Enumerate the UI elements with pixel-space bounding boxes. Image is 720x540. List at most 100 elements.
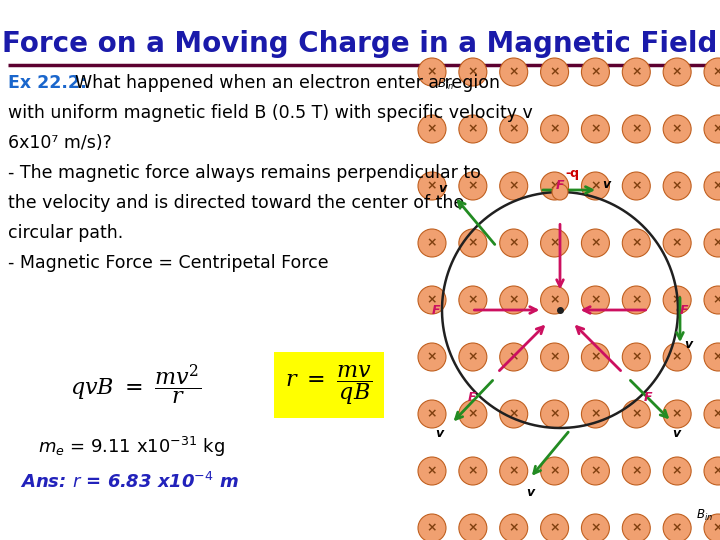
Circle shape: [582, 514, 609, 540]
Circle shape: [663, 115, 691, 143]
Circle shape: [541, 514, 569, 540]
Text: $m_e$ = 9.11 x10$^{-31}$ kg: $m_e$ = 9.11 x10$^{-31}$ kg: [38, 435, 225, 459]
Circle shape: [418, 457, 446, 485]
Text: ×: ×: [590, 350, 600, 363]
Text: the velocity and is directed toward the center of the: the velocity and is directed toward the …: [8, 194, 464, 212]
Text: v: v: [672, 427, 680, 440]
Text: ×: ×: [631, 65, 642, 78]
Text: ×: ×: [631, 294, 642, 307]
Text: ×: ×: [427, 408, 437, 421]
Text: ×: ×: [549, 350, 560, 363]
Circle shape: [582, 343, 609, 371]
Circle shape: [459, 229, 487, 257]
Text: ×: ×: [631, 522, 642, 535]
Text: ×: ×: [467, 123, 478, 136]
Text: ×: ×: [590, 294, 600, 307]
Circle shape: [541, 343, 569, 371]
Circle shape: [622, 172, 650, 200]
Text: ×: ×: [467, 179, 478, 192]
Circle shape: [500, 172, 528, 200]
Text: ×: ×: [508, 408, 519, 421]
Circle shape: [663, 58, 691, 86]
Circle shape: [459, 58, 487, 86]
Circle shape: [704, 514, 720, 540]
Text: ×: ×: [427, 350, 437, 363]
Text: ×: ×: [590, 123, 600, 136]
Circle shape: [500, 229, 528, 257]
Text: F: F: [431, 303, 440, 316]
Text: Ans: $r$ = 6.83 x10$^{-4}$ m: Ans: $r$ = 6.83 x10$^{-4}$ m: [20, 472, 239, 492]
Circle shape: [418, 514, 446, 540]
Text: ×: ×: [427, 179, 437, 192]
Text: ×: ×: [672, 350, 683, 363]
Text: ×: ×: [631, 350, 642, 363]
Text: F: F: [644, 392, 652, 404]
Text: ×: ×: [713, 65, 720, 78]
Circle shape: [459, 172, 487, 200]
Circle shape: [500, 400, 528, 428]
Text: ×: ×: [590, 65, 600, 78]
Text: ×: ×: [713, 408, 720, 421]
Circle shape: [459, 514, 487, 540]
Text: ×: ×: [590, 522, 600, 535]
Text: ×: ×: [467, 237, 478, 249]
Circle shape: [663, 457, 691, 485]
Text: v: v: [438, 182, 446, 195]
Text: - The magnetic force always remains perpendicular to: - The magnetic force always remains perp…: [8, 164, 481, 182]
Circle shape: [582, 58, 609, 86]
Circle shape: [418, 286, 446, 314]
Text: ×: ×: [631, 464, 642, 477]
Circle shape: [622, 286, 650, 314]
Text: ×: ×: [672, 294, 683, 307]
Circle shape: [582, 400, 609, 428]
Text: -q: -q: [565, 167, 579, 180]
Circle shape: [552, 184, 568, 200]
Text: ×: ×: [549, 464, 560, 477]
Circle shape: [541, 58, 569, 86]
Circle shape: [418, 115, 446, 143]
Circle shape: [622, 115, 650, 143]
Circle shape: [622, 457, 650, 485]
Circle shape: [704, 457, 720, 485]
Text: ×: ×: [508, 237, 519, 249]
Text: ×: ×: [713, 179, 720, 192]
Circle shape: [541, 115, 569, 143]
Circle shape: [500, 457, 528, 485]
Text: ×: ×: [713, 123, 720, 136]
Text: ×: ×: [549, 237, 560, 249]
Text: ×: ×: [713, 294, 720, 307]
Text: ×: ×: [508, 65, 519, 78]
Text: ×: ×: [427, 464, 437, 477]
Text: ×: ×: [590, 408, 600, 421]
Text: ×: ×: [713, 464, 720, 477]
Text: Ex 22.2:: Ex 22.2:: [8, 74, 87, 92]
Circle shape: [663, 172, 691, 200]
Circle shape: [663, 514, 691, 540]
Circle shape: [500, 514, 528, 540]
Text: ×: ×: [631, 408, 642, 421]
Text: ×: ×: [672, 123, 683, 136]
Circle shape: [418, 229, 446, 257]
Text: v: v: [526, 487, 534, 500]
Text: with uniform magnetic field B (0.5 T) with specific velocity v: with uniform magnetic field B (0.5 T) wi…: [8, 104, 533, 122]
Circle shape: [500, 343, 528, 371]
Circle shape: [704, 58, 720, 86]
Text: ×: ×: [590, 464, 600, 477]
Circle shape: [704, 400, 720, 428]
Text: $B_{in}$: $B_{in}$: [437, 77, 454, 92]
Circle shape: [622, 229, 650, 257]
Text: ×: ×: [672, 237, 683, 249]
Circle shape: [704, 343, 720, 371]
Text: $qvB\ =\ \dfrac{mv^2}{r}$: $qvB\ =\ \dfrac{mv^2}{r}$: [70, 363, 202, 407]
Circle shape: [704, 286, 720, 314]
Circle shape: [418, 58, 446, 86]
Text: F: F: [468, 392, 477, 404]
Text: What happened when an electron enter a region: What happened when an electron enter a r…: [75, 74, 500, 92]
Text: $B_{in}$: $B_{in}$: [696, 508, 713, 523]
Text: ×: ×: [549, 65, 560, 78]
Circle shape: [663, 229, 691, 257]
Text: ×: ×: [508, 179, 519, 192]
Text: ×: ×: [631, 179, 642, 192]
Circle shape: [622, 343, 650, 371]
Text: ×: ×: [427, 237, 437, 249]
